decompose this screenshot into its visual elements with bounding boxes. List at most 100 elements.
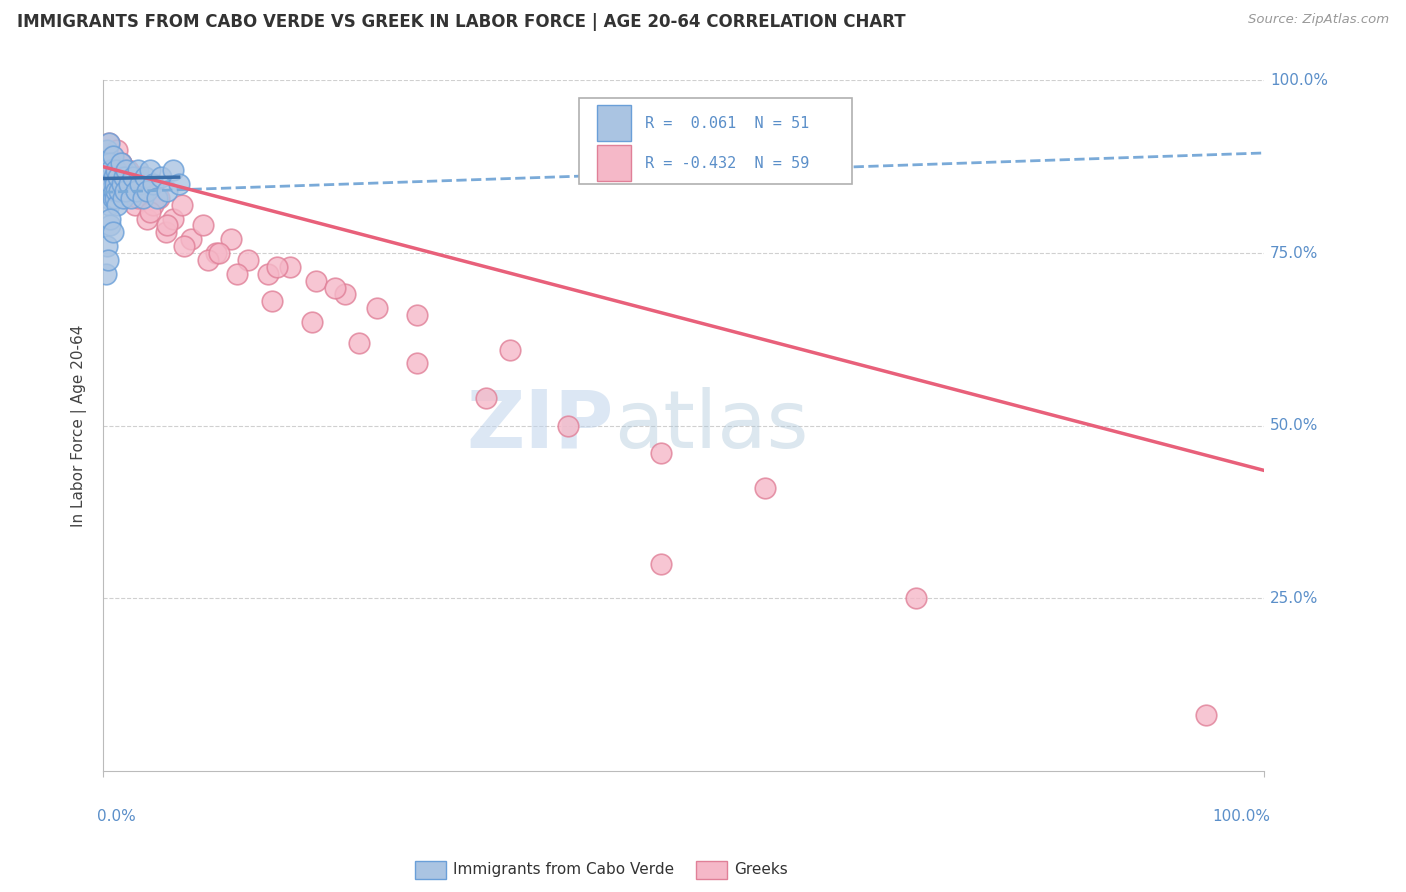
Point	[107, 184, 129, 198]
Point	[121, 184, 143, 198]
Point	[112, 170, 135, 185]
Point	[114, 184, 136, 198]
Point	[162, 163, 184, 178]
Point	[366, 301, 388, 316]
Point	[105, 143, 128, 157]
Point	[111, 177, 134, 191]
Point	[97, 163, 120, 178]
Point	[120, 177, 142, 191]
Text: Source: ZipAtlas.com: Source: ZipAtlas.com	[1249, 13, 1389, 27]
Point	[104, 170, 127, 185]
Point	[94, 156, 117, 170]
Point	[101, 225, 124, 239]
Point	[103, 191, 125, 205]
Point	[124, 198, 146, 212]
Point	[257, 267, 280, 281]
Point	[225, 267, 247, 281]
Point	[142, 177, 165, 191]
Point	[127, 170, 149, 185]
Point	[101, 149, 124, 163]
Point	[98, 219, 121, 233]
Text: 0.0%: 0.0%	[97, 809, 136, 823]
Point	[101, 191, 124, 205]
Text: 25.0%: 25.0%	[1270, 591, 1319, 606]
Point	[104, 184, 127, 198]
Point	[219, 232, 242, 246]
Text: 100.0%: 100.0%	[1270, 73, 1329, 88]
Point	[333, 287, 356, 301]
Point	[156, 219, 179, 233]
Point	[98, 170, 121, 185]
Point	[173, 239, 195, 253]
Point	[108, 184, 131, 198]
Point	[167, 177, 190, 191]
Point	[104, 170, 127, 185]
Text: atlas: atlas	[614, 386, 808, 465]
Point	[115, 163, 138, 178]
Point	[114, 191, 136, 205]
Point	[110, 156, 132, 170]
Point	[97, 156, 120, 170]
Point	[103, 170, 125, 185]
Point	[94, 267, 117, 281]
Text: IMMIGRANTS FROM CABO VERDE VS GREEK IN LABOR FORCE | AGE 20-64 CORRELATION CHART: IMMIGRANTS FROM CABO VERDE VS GREEK IN L…	[17, 13, 905, 31]
Point	[117, 163, 139, 178]
Text: ZIP: ZIP	[467, 386, 614, 465]
Point	[120, 191, 142, 205]
Point	[96, 239, 118, 253]
Point	[98, 184, 121, 198]
Point	[96, 143, 118, 157]
Point	[122, 170, 145, 185]
Point	[134, 170, 156, 185]
Point	[162, 211, 184, 226]
Point	[904, 591, 927, 606]
Point	[98, 136, 121, 150]
Point	[301, 315, 323, 329]
Point	[156, 184, 179, 198]
Point	[180, 232, 202, 246]
Point	[131, 191, 153, 205]
Point	[155, 225, 177, 239]
Y-axis label: In Labor Force | Age 20-64: In Labor Force | Age 20-64	[72, 325, 87, 527]
Point	[98, 156, 121, 170]
Point	[191, 219, 214, 233]
Point	[325, 280, 347, 294]
Point	[238, 252, 260, 267]
Point	[104, 163, 127, 178]
Point	[557, 418, 579, 433]
FancyBboxPatch shape	[579, 98, 852, 184]
Point	[104, 191, 127, 205]
Point	[105, 198, 128, 212]
Point	[278, 260, 301, 274]
Point	[98, 163, 121, 178]
Point	[111, 191, 134, 205]
Point	[131, 184, 153, 198]
Point	[127, 191, 149, 205]
Point	[650, 446, 672, 460]
Point	[197, 252, 219, 267]
Text: 100.0%: 100.0%	[1212, 809, 1270, 823]
Point	[347, 335, 370, 350]
Text: Greeks: Greeks	[734, 863, 787, 877]
FancyBboxPatch shape	[596, 145, 631, 181]
Point	[103, 184, 125, 198]
Point	[125, 184, 148, 198]
Point	[98, 211, 121, 226]
Point	[136, 184, 159, 198]
Point	[115, 170, 138, 185]
Point	[1195, 708, 1218, 723]
Point	[208, 246, 231, 260]
Point	[305, 274, 328, 288]
Point	[96, 177, 118, 191]
Point	[107, 170, 129, 185]
Point	[405, 356, 427, 370]
Point	[104, 177, 127, 191]
Point	[118, 177, 141, 191]
Text: Immigrants from Cabo Verde: Immigrants from Cabo Verde	[453, 863, 673, 877]
Point	[475, 391, 498, 405]
Point	[97, 252, 120, 267]
Text: 50.0%: 50.0%	[1270, 418, 1319, 434]
Point	[150, 170, 173, 185]
Point	[100, 177, 122, 191]
Point	[100, 163, 122, 178]
